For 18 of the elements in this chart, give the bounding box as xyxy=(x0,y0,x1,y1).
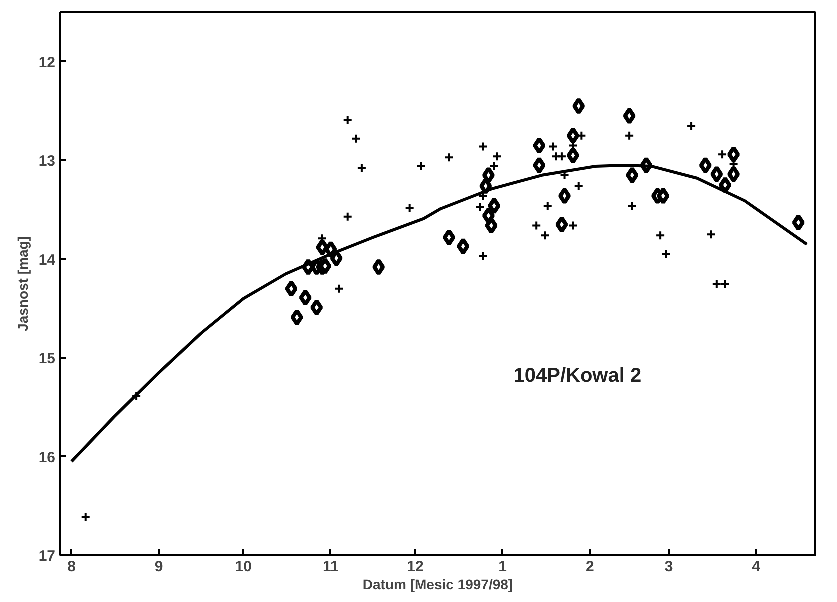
x-tick-label: 1 xyxy=(498,558,507,576)
y-tick-label: 12 xyxy=(38,54,56,72)
annotation: 104P/Kowal 2 xyxy=(514,365,642,388)
x-tick-label: 8 xyxy=(68,558,76,576)
y-tick-label: 16 xyxy=(38,449,56,466)
y-tick-label: 17 xyxy=(38,548,56,565)
x-axis-title: Datum [Mesic 1997/98] xyxy=(362,576,514,592)
x-tick-label: 4 xyxy=(752,558,762,576)
y-tick-label: 14 xyxy=(38,252,56,269)
x-tick-label: 9 xyxy=(154,558,164,576)
x-tick-label: 2 xyxy=(586,558,594,576)
x-tick-label: 10 xyxy=(235,558,252,576)
x-tick-label: 12 xyxy=(407,558,424,576)
x-tick-label: 11 xyxy=(323,558,339,576)
y-axis-title: Jasnost [mag] xyxy=(14,236,31,332)
x-tick-label: 3 xyxy=(664,558,674,576)
y-tick-label: 13 xyxy=(38,153,56,170)
y-tick-label: 15 xyxy=(38,350,56,368)
